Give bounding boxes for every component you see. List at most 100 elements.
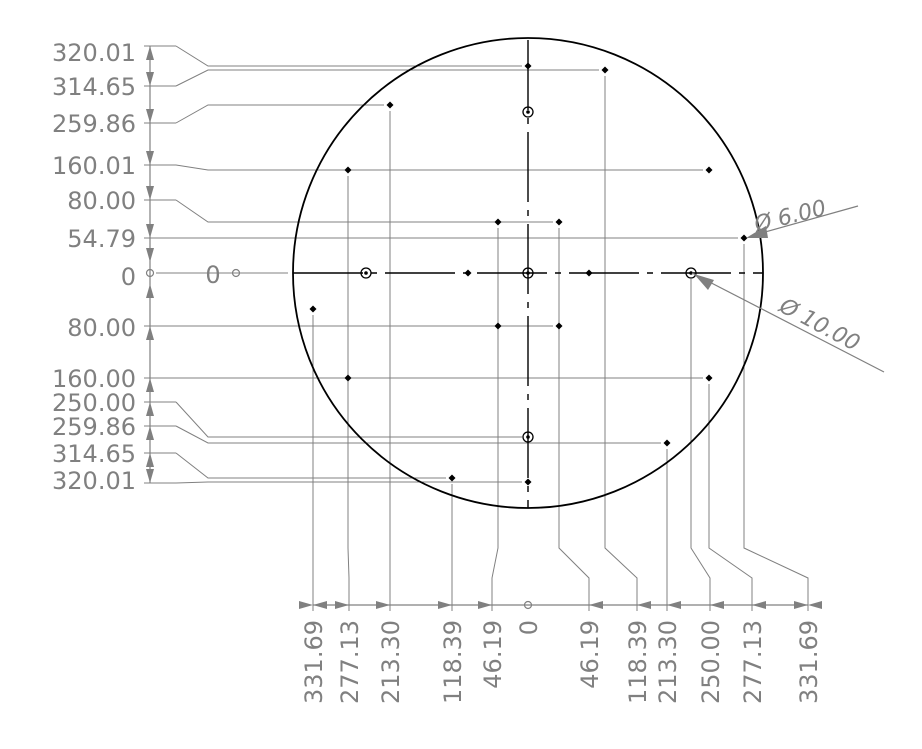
hole-marker: [740, 234, 748, 242]
y-arrow: [146, 248, 154, 262]
x-extension-line: [743, 244, 809, 611]
hole-center: [526, 110, 530, 114]
hole-marker-large: [522, 106, 534, 118]
y-extension-line: [175, 452, 446, 479]
hole-center: [526, 271, 530, 275]
hole-marker: [524, 478, 532, 486]
y-dimension-label: 250.00: [52, 389, 136, 417]
hole-marker: [309, 305, 317, 313]
x-extension-line: [604, 76, 638, 611]
y-arrow: [146, 426, 154, 440]
x-arrow: [313, 601, 327, 609]
y-extension-line: [175, 425, 661, 444]
x-arrow: [438, 601, 452, 609]
diameter-callout-small: Ø 6.00: [746, 196, 859, 238]
large-hole-diameter-symbol: Ø: [774, 293, 803, 324]
y-dimension-label: 54.79: [67, 225, 136, 253]
hole-marker: [448, 474, 456, 482]
x-dimension-label: 118.39: [439, 620, 467, 704]
hole-marker: [585, 269, 593, 277]
x-dimension-label: 277.13: [336, 620, 364, 704]
x-dimension-label: 46.19: [576, 620, 604, 689]
x-arrow: [299, 601, 313, 609]
vertical-dimensions: 0 320.01314.65259.86160.0180.0054.79080.…: [52, 39, 288, 495]
y-dimension-label: 80.00: [67, 314, 136, 342]
y-dimension-label: 314.65: [52, 440, 136, 468]
hole-marker: [601, 66, 609, 74]
callout-arrow-small: [746, 226, 768, 238]
hole-marker: [555, 218, 563, 226]
y-dimension-label: 0: [121, 263, 136, 291]
y-origin-marker-right: [231, 268, 241, 278]
y-arrow: [146, 378, 154, 392]
x-arrow: [478, 601, 492, 609]
hole-marker: [344, 166, 352, 174]
y-arrow: [146, 46, 154, 60]
small-hole-diameter-label: 6.00: [775, 196, 829, 232]
hole-center: [526, 435, 530, 439]
callout-arrow-large: [694, 274, 714, 290]
hole-marker-large: [360, 267, 372, 279]
diameter-callout-large: Ø 10.00: [691, 272, 885, 373]
x-dimension-label: 213.30: [654, 620, 682, 704]
callout-leader-large: [691, 272, 885, 373]
x-origin-marker: [523, 600, 533, 610]
y-arrow: [146, 151, 154, 165]
y-arrow: [146, 284, 154, 298]
x-arrow: [376, 601, 390, 609]
y-arrow: [146, 469, 154, 483]
x-dimension-label: 213.30: [377, 620, 405, 704]
y-dimension-label: 259.86: [52, 110, 136, 138]
y-dimension-label: 259.86: [52, 413, 136, 441]
x-extension-line: [558, 228, 590, 611]
x-extension-line: [690, 279, 711, 611]
y-arrow: [146, 402, 154, 416]
x-dimension-label: 118.39: [624, 620, 652, 704]
y-arrow: [146, 109, 154, 123]
x-arrow: [335, 601, 349, 609]
y-extension-line: [175, 481, 522, 484]
y-extension-line: [175, 45, 522, 67]
x-dimension-label: 277.13: [739, 620, 767, 704]
y-dimension-label: 320.01: [52, 39, 136, 67]
y-extension-line: [175, 164, 703, 171]
holes: [309, 62, 748, 486]
y-extension-line: [175, 69, 599, 87]
hole-center: [364, 271, 368, 275]
large-hole-diameter-label: 10.00: [796, 305, 863, 357]
x-arrow: [637, 601, 651, 609]
hole-marker: [524, 62, 532, 70]
callout-leader-small: [757, 205, 859, 235]
x-arrow: [752, 601, 766, 609]
y-arrow: [146, 72, 154, 86]
hole-marker: [555, 322, 563, 330]
hole-marker: [464, 269, 472, 277]
y-origin-label-secondary: 0: [205, 261, 220, 289]
hole-marker: [386, 101, 394, 109]
y-arrow: [146, 186, 154, 200]
y-dimension-label: 160.00: [52, 365, 136, 393]
x-dimension-label: 250.00: [697, 620, 725, 704]
hole-marker: [344, 374, 352, 382]
y-extension-line: [175, 401, 522, 438]
hole-marker-large: [522, 267, 534, 279]
x-extension-line: [708, 384, 753, 611]
hole-marker: [494, 322, 502, 330]
x-dimension-label: 0: [515, 620, 543, 635]
x-arrow: [667, 601, 681, 609]
y-arrow: [146, 224, 154, 238]
hole-marker-large: [685, 267, 697, 279]
x-arrow: [710, 601, 724, 609]
hole-marker: [705, 166, 713, 174]
y-dimension-label: 320.01: [52, 467, 136, 495]
x-dimension-label: 331.69: [795, 620, 823, 704]
x-extension-line: [491, 228, 499, 611]
x-arrow: [589, 601, 603, 609]
y-dimension-label: 160.01: [52, 152, 136, 180]
y-extension-line: [175, 104, 384, 124]
y-arrow: [146, 326, 154, 340]
y-extension-line: [175, 199, 553, 223]
x-extension-line: [347, 176, 350, 611]
hole-marker-large: [522, 431, 534, 443]
